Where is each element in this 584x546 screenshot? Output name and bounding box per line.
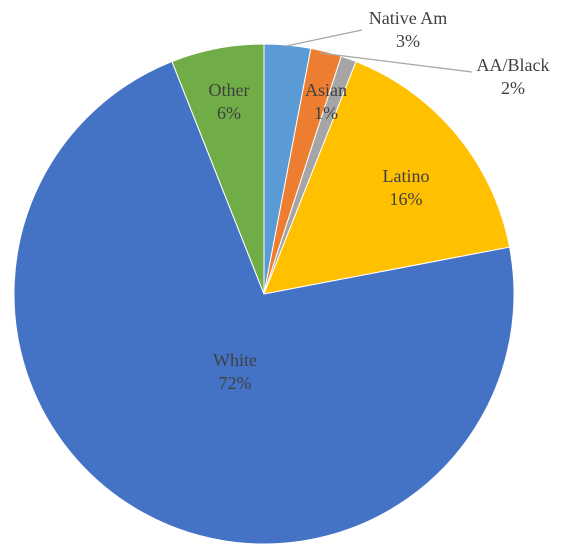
leader-line	[285, 29, 363, 47]
pie-slice	[263, 60, 511, 295]
slice-label: Other	[209, 80, 250, 100]
slice-label: Asian	[305, 80, 347, 100]
pie-slice	[171, 43, 265, 295]
pie-slice	[13, 60, 515, 545]
slice-value-label: 3%	[396, 31, 420, 51]
slice-label: Latino	[383, 166, 430, 186]
leader-line	[319, 52, 473, 73]
slice-label: Native Am	[369, 8, 448, 28]
slice-label: AA/Black	[477, 55, 550, 75]
slice-value-label: 72%	[219, 373, 252, 393]
slice-value-label: 1%	[314, 103, 338, 123]
pie	[13, 43, 515, 545]
slice-label: White	[213, 350, 257, 370]
slice-value-label: 16%	[390, 189, 423, 209]
slice-value-label: 2%	[501, 78, 525, 98]
slice-value-label: 6%	[217, 103, 241, 123]
